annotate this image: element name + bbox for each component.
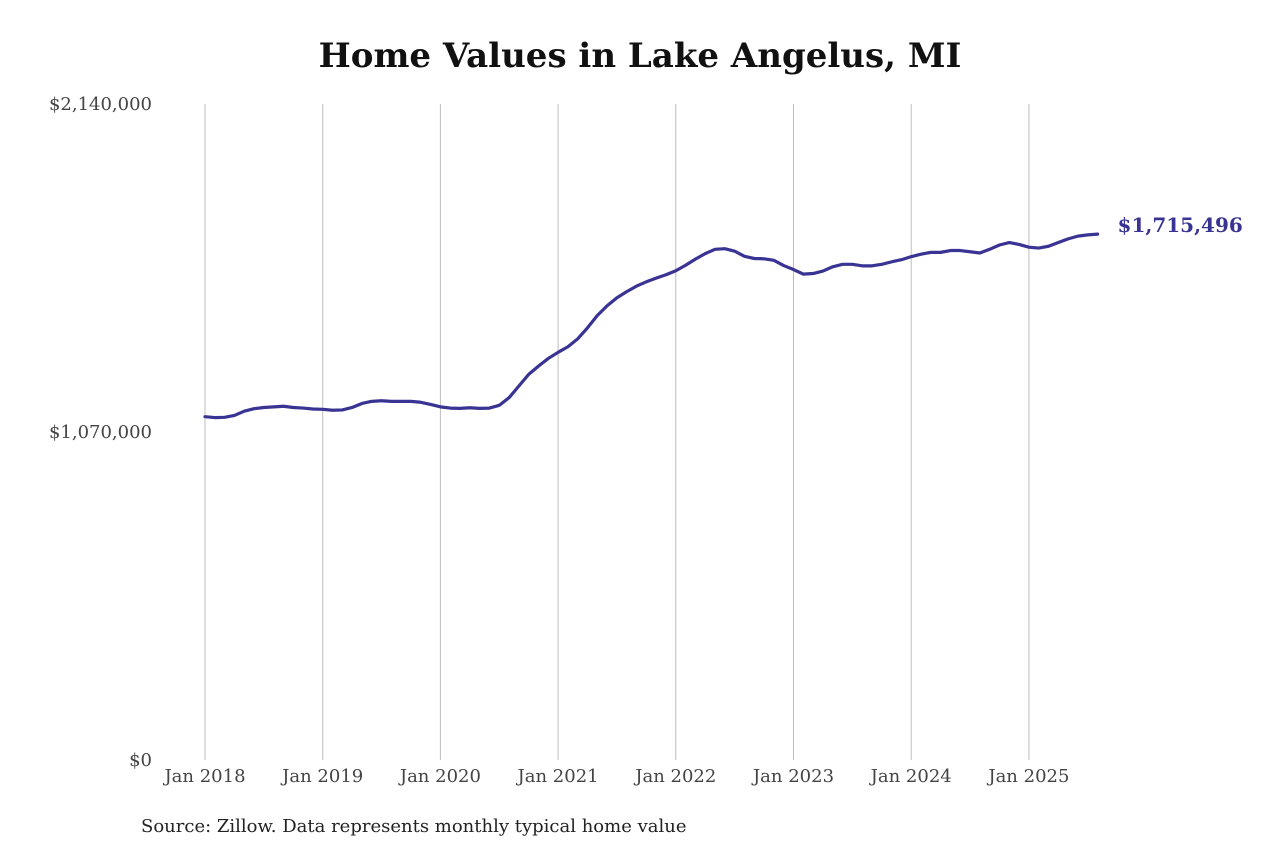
x-tick-label: Jan 2022 bbox=[633, 766, 716, 787]
x-tick-label: Jan 2023 bbox=[751, 766, 834, 787]
y-tick-label: $0 bbox=[129, 750, 152, 771]
chart-title: Home Values in Lake Angelus, MI bbox=[318, 36, 962, 76]
x-tick-label: Jan 2019 bbox=[280, 766, 363, 787]
chart-source-note: Source: Zillow. Data represents monthly … bbox=[141, 816, 687, 837]
y-tick-label: $2,140,000 bbox=[49, 94, 152, 115]
x-tick-label: Jan 2021 bbox=[516, 766, 599, 787]
x-tick-label: Jan 2020 bbox=[398, 766, 481, 787]
series-line bbox=[203, 232, 1100, 420]
x-tick-label: Jan 2018 bbox=[162, 766, 245, 787]
x-tick-label: Jan 2025 bbox=[986, 766, 1069, 787]
x-tick-label: Jan 2024 bbox=[869, 766, 952, 787]
end-value-label: $1,715,496 bbox=[1118, 213, 1243, 237]
y-tick-label: $1,070,000 bbox=[49, 422, 152, 443]
